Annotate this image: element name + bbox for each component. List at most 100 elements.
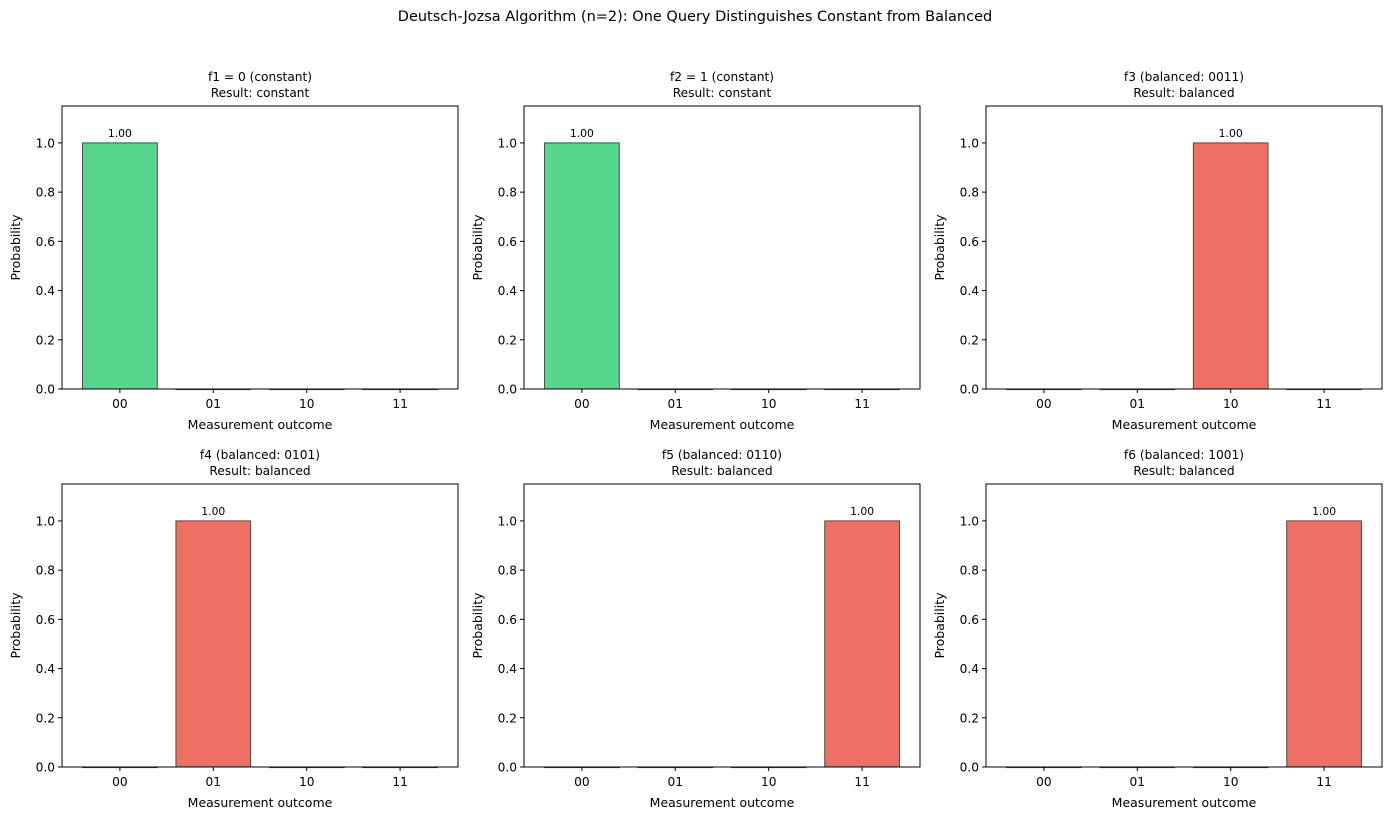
x-tick-label: 00 xyxy=(574,775,590,789)
y-tick-label: 0.0 xyxy=(36,761,55,775)
x-tick-label: 00 xyxy=(1036,397,1052,411)
x-tick-label: 11 xyxy=(1316,775,1332,789)
y-tick-label: 0.0 xyxy=(960,383,979,397)
y-tick-label: 1.0 xyxy=(960,136,979,150)
subplot-title: f2 = 1 (constant) xyxy=(670,70,774,84)
y-tick-label: 1.0 xyxy=(498,136,517,150)
x-tick-label: 11 xyxy=(392,397,408,411)
x-tick-label: 00 xyxy=(112,775,128,789)
x-tick-label: 01 xyxy=(1130,397,1146,411)
x-tick-label: 10 xyxy=(1223,397,1239,411)
subplot-6: f6 (balanced: 1001) Result: balanced 1.0 00… xyxy=(932,448,1383,810)
subplot-result: Result: balanced xyxy=(1133,86,1234,100)
y-tick-label: 0.4 xyxy=(960,662,980,676)
x-axis-label: Measurement outcome xyxy=(1112,795,1257,810)
x-tick-label: 01 xyxy=(206,775,222,789)
y-tick-label: 0.0 xyxy=(960,761,979,775)
y-tick-label: 0.2 xyxy=(36,333,55,347)
y-axis-label: Probability xyxy=(470,592,485,659)
subplot-1: f1 = 0 (constant) Result: constant 1.00 0.0… xyxy=(8,70,459,432)
y-tick-label: 0.6 xyxy=(498,235,517,249)
y-tick-label: 0.6 xyxy=(960,235,979,249)
y-tick-label: 0.4 xyxy=(498,284,518,298)
subplot-2: f2 = 1 (constant) Result: constant 1.00 0.0… xyxy=(470,70,921,432)
y-tick-label: 0.4 xyxy=(498,662,518,676)
data-label: 1.00 xyxy=(201,505,225,518)
y-tick-label: 0.4 xyxy=(960,284,980,298)
subplot-grid: f1 = 0 (constant) Result: constant 1.00 0.0… xyxy=(8,70,1383,810)
y-tick-label: 0.8 xyxy=(36,564,55,578)
data-label: 1.00 xyxy=(1219,127,1243,140)
subplot-result: Result: constant xyxy=(673,86,772,100)
bar-10 xyxy=(1192,142,1269,390)
subplot-title: f1 = 0 (constant) xyxy=(208,70,312,84)
axes-frame xyxy=(985,105,1383,390)
x-axis-label: Measurement outcome xyxy=(188,795,333,810)
x-tick-label: 10 xyxy=(761,775,777,789)
x-tick-label: 11 xyxy=(392,775,408,789)
axes-frame xyxy=(523,105,921,390)
y-tick-label: 1.0 xyxy=(498,514,517,528)
y-tick-label: 0.8 xyxy=(498,564,517,578)
y-tick-label: 0.6 xyxy=(36,613,55,627)
bar-11 xyxy=(824,520,900,768)
y-tick-label: 0.2 xyxy=(36,711,55,725)
x-tick-label: 00 xyxy=(574,397,590,411)
x-tick-label: 01 xyxy=(668,397,684,411)
x-tick-label: 00 xyxy=(1036,775,1052,789)
data-label: 1.00 xyxy=(108,127,132,140)
y-tick-label: 0.4 xyxy=(36,284,56,298)
y-tick-label: 0.0 xyxy=(498,383,517,397)
subplot-4: f4 (balanced: 0101)Result: balanced1.000… xyxy=(8,448,459,810)
x-tick-label: 11 xyxy=(854,775,870,789)
bar-00 xyxy=(82,142,158,390)
bar-01 xyxy=(175,520,252,768)
subplot-result: Result: constant xyxy=(211,86,310,100)
y-tick-label: 0.6 xyxy=(960,613,979,627)
axes-frame xyxy=(61,483,459,768)
y-tick-label: 0.8 xyxy=(960,564,979,578)
y-axis-label: Probability xyxy=(8,592,23,659)
y-tick-label: 0.4 xyxy=(36,662,56,676)
x-tick-label: 11 xyxy=(854,397,870,411)
data-label: 1.00 xyxy=(570,127,594,140)
x-axis-label: Measurement outcome xyxy=(650,417,795,432)
data-label: 1.00 xyxy=(850,505,874,518)
y-tick-label: 0.2 xyxy=(498,333,517,347)
y-tick-label: 0.8 xyxy=(498,186,517,200)
y-tick-label: 0.2 xyxy=(960,333,979,347)
x-tick-label: 10 xyxy=(299,397,315,411)
x-axis-label: Measurement outcome xyxy=(1112,417,1257,432)
x-tick-label: 01 xyxy=(1130,775,1146,789)
subplot-result: Result: balanced xyxy=(209,464,310,478)
x-tick-label: 10 xyxy=(299,775,315,789)
subplot-title: f3 (balanced: 0011) xyxy=(1124,70,1244,84)
y-tick-label: 1.0 xyxy=(36,514,55,528)
bar-11 xyxy=(1286,520,1362,768)
y-tick-label: 0.0 xyxy=(36,383,55,397)
figure-suptitle: Deutsch-Jozsa Algorithm (n=2): One Query… xyxy=(398,9,992,25)
y-tick-label: 0.8 xyxy=(36,186,55,200)
y-tick-label: 0.2 xyxy=(960,711,979,725)
y-tick-label: 0.8 xyxy=(960,186,979,200)
x-tick-label: 11 xyxy=(1316,397,1332,411)
x-tick-label: 00 xyxy=(112,397,128,411)
subplot-result: Result: balanced xyxy=(1133,464,1234,478)
y-tick-label: 0.6 xyxy=(36,235,55,249)
x-axis-label: Measurement outcome xyxy=(650,795,795,810)
bar-00 xyxy=(544,142,620,390)
axes-frame xyxy=(61,105,459,390)
x-tick-label: 10 xyxy=(761,397,777,411)
y-tick-label: 1.0 xyxy=(36,136,55,150)
y-tick-label: 0.6 xyxy=(498,613,517,627)
x-tick-label: 01 xyxy=(668,775,684,789)
subplot-5: f5 (balanced: 0110)Result: balanced1.000… xyxy=(470,448,921,810)
x-tick-label: 10 xyxy=(1223,775,1239,789)
axes-frame xyxy=(523,483,921,768)
subplot-title: f6 (balanced: 1001) xyxy=(1124,448,1244,462)
subplot-result: Result: balanced xyxy=(671,464,772,478)
subplot-title: f4 (balanced: 0101) xyxy=(200,448,320,462)
y-tick-label: 1.0 xyxy=(960,514,979,528)
y-axis-label: Probability xyxy=(8,214,23,281)
